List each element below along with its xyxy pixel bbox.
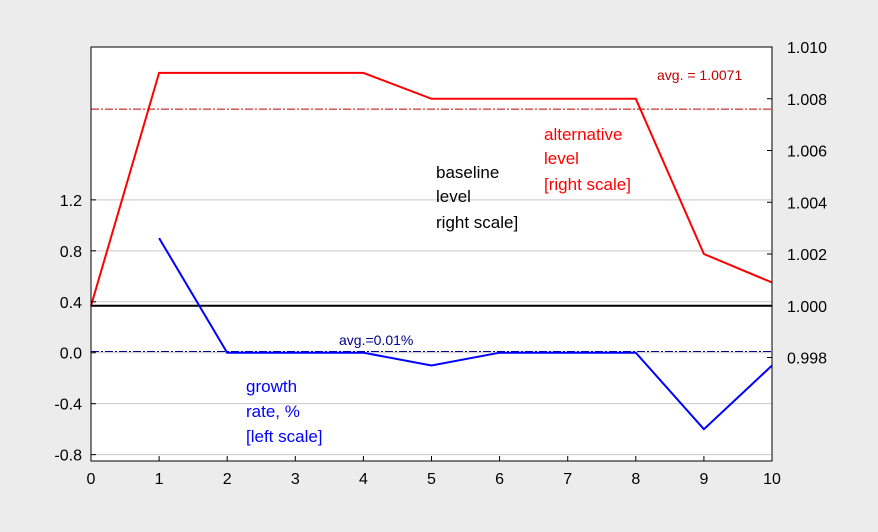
series-lines bbox=[90, 71, 773, 431]
left-tick-label-4: 0.8 bbox=[60, 244, 82, 261]
x-tick-label-2: 2 bbox=[223, 471, 232, 488]
x-tick-label-4: 4 bbox=[359, 471, 368, 488]
right-tick-label-4: 1.006 bbox=[787, 144, 827, 161]
left-tick-label-5: 1.2 bbox=[60, 193, 82, 210]
left-tick-label-3: 0.4 bbox=[60, 295, 82, 312]
alternative-annotation-line-1: alternative bbox=[544, 125, 622, 144]
right-tick-label-0: 0.998 bbox=[787, 351, 827, 368]
left-tick-label-1: -0.4 bbox=[54, 397, 82, 414]
x-tick-label-5: 5 bbox=[427, 471, 436, 488]
baseline-annotation-line-1: baseline bbox=[436, 163, 499, 182]
alternative-annotation: alternative level [right scale] bbox=[544, 125, 631, 194]
x-tick-label-0: 0 bbox=[87, 471, 96, 488]
x-tick-label-9: 9 bbox=[699, 471, 708, 488]
growth-annotation-line-2: rate, % bbox=[246, 402, 300, 421]
left-tick-label-2: 0.0 bbox=[60, 346, 82, 363]
growth-line bbox=[158, 237, 773, 431]
right-tick-label-3: 1.004 bbox=[787, 195, 827, 212]
plot-area bbox=[91, 47, 772, 461]
alternative-annotation-line-2: level bbox=[544, 149, 579, 168]
avg-alternative-label: avg. = 1.0071 bbox=[657, 67, 742, 83]
growth-annotation-line-1: growth bbox=[246, 377, 297, 396]
avg-growth-label: avg.=0.01% bbox=[339, 332, 413, 348]
right-tick-label-2: 1.002 bbox=[787, 247, 827, 264]
right-tick-label-5: 1.008 bbox=[787, 92, 827, 109]
alternative-line bbox=[90, 71, 773, 307]
x-axis: 0 1 2 3 4 5 6 7 8 9 10 bbox=[87, 456, 781, 488]
left-tick-label-0: -0.8 bbox=[54, 448, 82, 465]
alternative-annotation-line-3: [right scale] bbox=[544, 175, 631, 194]
x-tick-label-1: 1 bbox=[155, 471, 164, 488]
gridlines bbox=[91, 199, 772, 456]
x-tick-label-8: 8 bbox=[631, 471, 640, 488]
x-tick-label-7: 7 bbox=[563, 471, 572, 488]
right-axis: 0.998 1.000 1.002 1.004 1.006 1.008 1.010 bbox=[767, 40, 827, 368]
x-tick-label-6: 6 bbox=[495, 471, 504, 488]
right-tick-label-6: 1.010 bbox=[787, 40, 827, 57]
baseline-annotation-line-3: right scale] bbox=[436, 213, 518, 232]
x-tick-label-3: 3 bbox=[291, 471, 300, 488]
x-tick-label-10: 10 bbox=[763, 471, 781, 488]
growth-annotation: growth rate, % [left scale] bbox=[246, 377, 323, 446]
right-tick-label-1: 1.000 bbox=[787, 299, 827, 316]
baseline-annotation: baseline level right scale] bbox=[436, 163, 518, 232]
growth-annotation-line-3: [left scale] bbox=[246, 427, 323, 446]
baseline-annotation-line-2: level bbox=[436, 187, 471, 206]
left-axis: -0.8 -0.4 0.0 0.4 0.8 1.2 bbox=[54, 193, 96, 465]
average-lines bbox=[91, 108, 772, 352]
